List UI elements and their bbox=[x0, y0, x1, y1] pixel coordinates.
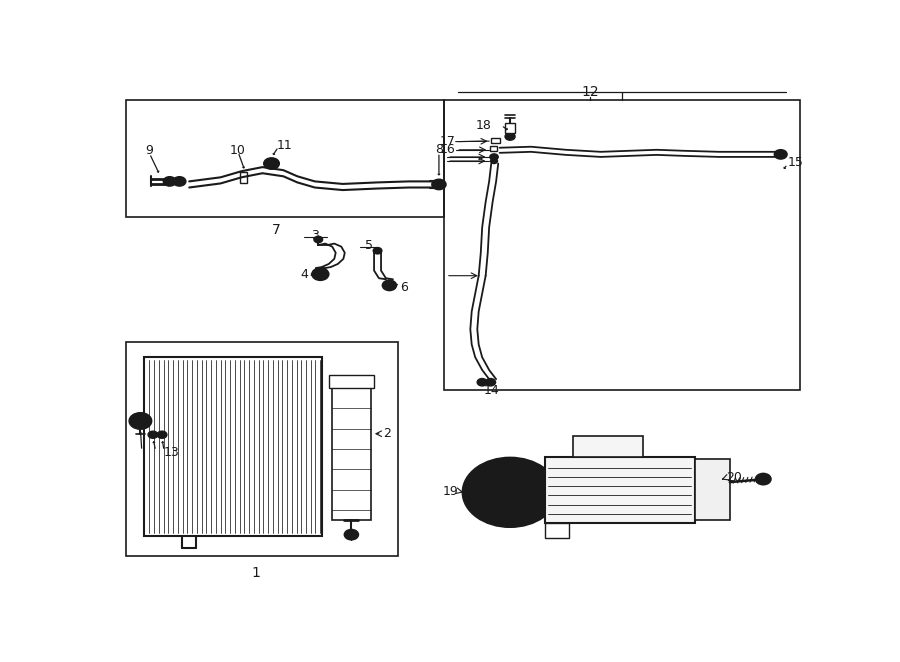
Text: 13: 13 bbox=[164, 446, 180, 459]
Bar bbox=[545, 457, 695, 523]
Circle shape bbox=[486, 379, 495, 386]
Text: 16: 16 bbox=[440, 143, 455, 156]
Text: 15: 15 bbox=[788, 156, 804, 169]
Circle shape bbox=[374, 248, 382, 254]
Circle shape bbox=[382, 280, 396, 291]
Circle shape bbox=[130, 413, 151, 429]
Circle shape bbox=[345, 530, 358, 540]
Circle shape bbox=[164, 177, 176, 186]
Bar bbox=[332, 388, 371, 520]
Bar bbox=[328, 375, 374, 388]
Circle shape bbox=[756, 473, 771, 485]
Circle shape bbox=[312, 268, 328, 280]
Circle shape bbox=[470, 463, 551, 522]
Bar bbox=[491, 138, 500, 143]
Text: 19: 19 bbox=[443, 485, 458, 498]
Text: 6: 6 bbox=[400, 281, 409, 294]
Bar bbox=[573, 436, 643, 457]
Circle shape bbox=[491, 158, 498, 164]
Text: 18: 18 bbox=[475, 118, 491, 132]
Text: 20: 20 bbox=[726, 471, 742, 483]
Text: 4: 4 bbox=[300, 268, 308, 281]
Text: 2: 2 bbox=[383, 427, 391, 440]
Circle shape bbox=[505, 133, 515, 140]
Circle shape bbox=[463, 457, 557, 527]
Circle shape bbox=[432, 179, 446, 189]
Bar bbox=[545, 523, 570, 538]
Text: 17: 17 bbox=[440, 135, 455, 148]
Bar bbox=[126, 100, 444, 217]
Circle shape bbox=[264, 158, 279, 169]
Circle shape bbox=[314, 236, 322, 242]
Circle shape bbox=[774, 150, 787, 159]
Circle shape bbox=[148, 431, 157, 438]
Circle shape bbox=[173, 177, 185, 186]
Circle shape bbox=[499, 484, 521, 500]
Bar bbox=[695, 459, 730, 520]
Text: 14: 14 bbox=[483, 384, 500, 397]
Bar bbox=[444, 100, 799, 391]
Bar bbox=[240, 172, 248, 183]
Bar bbox=[505, 122, 515, 133]
Circle shape bbox=[477, 379, 487, 386]
Text: 1: 1 bbox=[251, 566, 260, 580]
Text: 8: 8 bbox=[435, 143, 443, 156]
Bar bbox=[490, 146, 497, 151]
Text: 11: 11 bbox=[276, 139, 292, 152]
Text: 10: 10 bbox=[230, 144, 246, 158]
Bar bbox=[126, 342, 399, 556]
Text: 7: 7 bbox=[272, 223, 281, 237]
Circle shape bbox=[490, 154, 499, 160]
Text: 9: 9 bbox=[146, 144, 153, 158]
Bar bbox=[144, 357, 322, 536]
Text: 12: 12 bbox=[581, 85, 599, 99]
Circle shape bbox=[483, 473, 536, 512]
Circle shape bbox=[158, 431, 166, 438]
Text: 3: 3 bbox=[310, 230, 319, 242]
Text: 5: 5 bbox=[364, 238, 373, 252]
